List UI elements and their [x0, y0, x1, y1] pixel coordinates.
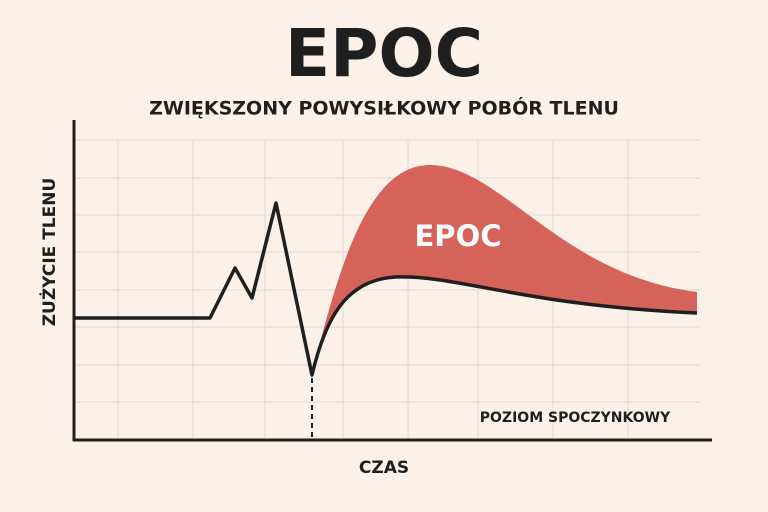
y-axis-label: ZUŻYCIE TLENU [38, 178, 60, 327]
baseline-label: POZIOM SPOCZYNKOWY [480, 410, 671, 426]
subtitle: ZWIĘKSZONY POWYSIŁKOWY POBÓR TLENU [149, 96, 619, 120]
epoc-area [312, 165, 697, 375]
title: EPOC [285, 15, 483, 92]
x-axis-label: CZAS [359, 458, 409, 478]
oxygen-curve [74, 201, 698, 377]
area-label: EPOC [415, 219, 502, 253]
